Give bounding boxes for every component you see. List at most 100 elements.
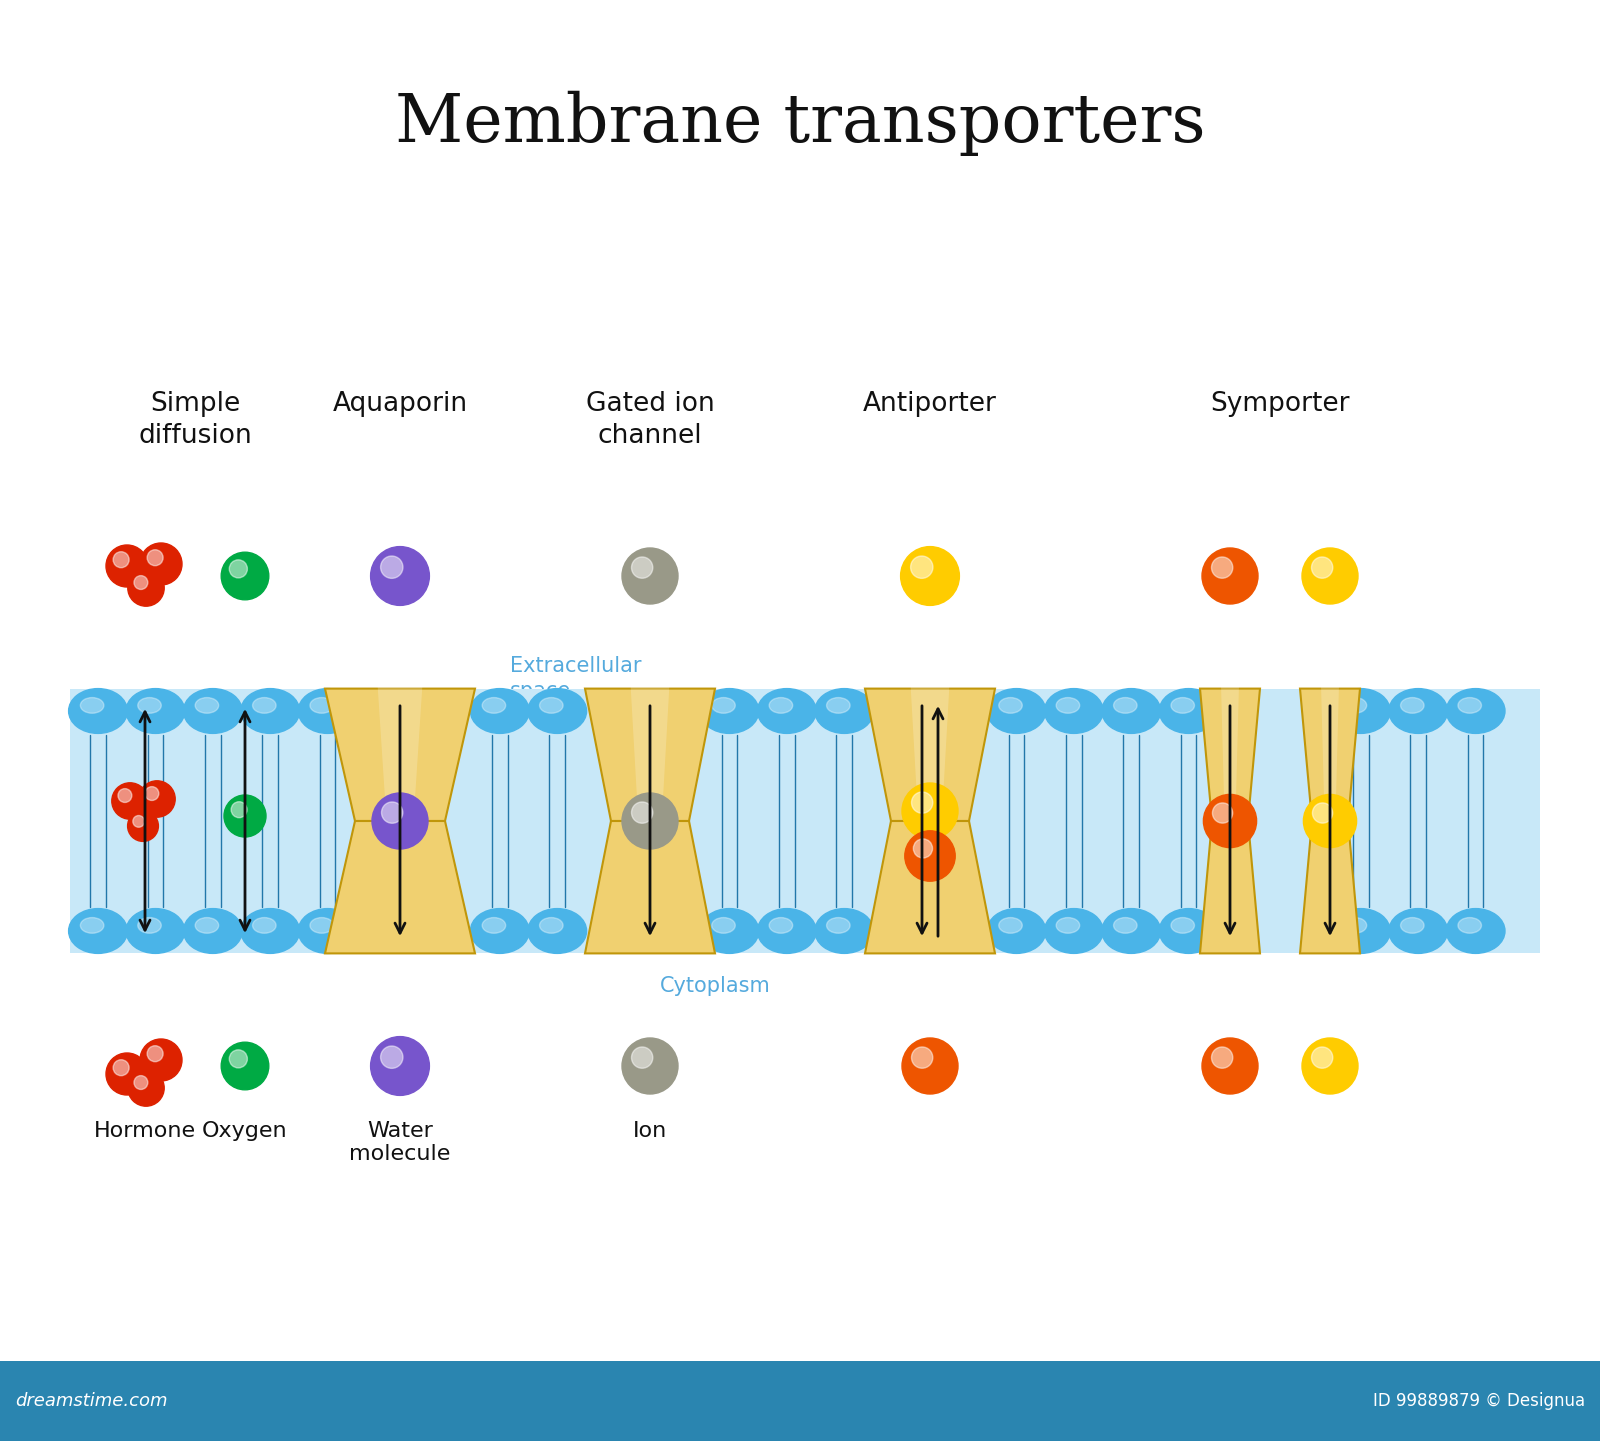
Circle shape (1302, 548, 1358, 604)
Circle shape (1304, 794, 1357, 847)
Circle shape (128, 1069, 165, 1107)
Polygon shape (1299, 821, 1360, 954)
Ellipse shape (1114, 697, 1138, 713)
Ellipse shape (998, 918, 1022, 934)
Ellipse shape (539, 697, 563, 713)
Ellipse shape (1446, 689, 1506, 733)
Ellipse shape (253, 697, 277, 713)
Ellipse shape (1389, 909, 1448, 954)
Ellipse shape (298, 689, 357, 733)
Circle shape (134, 1075, 147, 1089)
Ellipse shape (470, 909, 530, 954)
Polygon shape (586, 821, 715, 954)
Text: Symporter: Symporter (1210, 391, 1350, 416)
Circle shape (128, 811, 158, 842)
Text: Oxygen: Oxygen (202, 1121, 288, 1141)
Ellipse shape (482, 918, 506, 934)
Ellipse shape (69, 909, 128, 954)
Ellipse shape (184, 909, 242, 954)
Circle shape (902, 782, 958, 839)
Ellipse shape (528, 689, 587, 733)
Ellipse shape (1045, 689, 1102, 733)
Polygon shape (586, 689, 715, 821)
Circle shape (906, 831, 955, 882)
Text: dreamstime.com: dreamstime.com (14, 1392, 168, 1409)
Ellipse shape (195, 918, 219, 934)
Circle shape (381, 803, 403, 823)
Polygon shape (910, 683, 949, 821)
Circle shape (221, 552, 269, 599)
FancyBboxPatch shape (70, 689, 1539, 954)
Circle shape (221, 1042, 269, 1089)
Circle shape (622, 1038, 678, 1094)
Ellipse shape (1056, 697, 1080, 713)
Ellipse shape (1171, 697, 1195, 713)
Ellipse shape (987, 689, 1046, 733)
Circle shape (1302, 1038, 1358, 1094)
Text: Extracellular
space: Extracellular space (510, 656, 642, 700)
Polygon shape (1221, 683, 1238, 821)
Text: Simple
diffusion: Simple diffusion (138, 391, 251, 450)
Circle shape (1312, 558, 1333, 578)
Ellipse shape (1045, 909, 1102, 954)
Circle shape (1211, 1048, 1234, 1068)
Polygon shape (1299, 689, 1360, 821)
Ellipse shape (1446, 909, 1506, 954)
Ellipse shape (987, 909, 1046, 954)
Ellipse shape (80, 918, 104, 934)
Ellipse shape (195, 697, 219, 713)
Ellipse shape (699, 909, 758, 954)
Text: Membrane transporters: Membrane transporters (395, 91, 1205, 156)
Ellipse shape (757, 909, 816, 954)
Ellipse shape (1056, 918, 1080, 934)
Polygon shape (1322, 683, 1339, 821)
Ellipse shape (1389, 689, 1448, 733)
Circle shape (106, 1053, 147, 1095)
Circle shape (632, 558, 653, 578)
Circle shape (230, 801, 246, 817)
Circle shape (371, 1036, 429, 1095)
Circle shape (229, 559, 248, 578)
Ellipse shape (1114, 918, 1138, 934)
Polygon shape (325, 689, 475, 821)
Polygon shape (378, 683, 422, 821)
Ellipse shape (138, 918, 162, 934)
Circle shape (118, 788, 131, 803)
Text: Aquaporin: Aquaporin (333, 391, 467, 416)
Circle shape (139, 781, 176, 817)
Ellipse shape (770, 697, 792, 713)
Circle shape (1202, 1038, 1258, 1094)
Ellipse shape (539, 918, 563, 934)
Ellipse shape (827, 918, 850, 934)
Circle shape (1202, 548, 1258, 604)
Ellipse shape (310, 918, 333, 934)
Circle shape (902, 1038, 958, 1094)
Ellipse shape (528, 909, 587, 954)
Ellipse shape (1171, 918, 1195, 934)
Text: ID 99889879 © Designua: ID 99889879 © Designua (1373, 1392, 1586, 1409)
Bar (0, 1360, 1600, 1441)
Circle shape (371, 546, 429, 605)
Polygon shape (866, 821, 995, 954)
Ellipse shape (253, 918, 277, 934)
Ellipse shape (1331, 909, 1390, 954)
Text: Gated ion
channel: Gated ion channel (586, 391, 714, 450)
Ellipse shape (814, 689, 874, 733)
Ellipse shape (1342, 697, 1366, 713)
Ellipse shape (1342, 918, 1366, 934)
Circle shape (381, 1046, 403, 1068)
Circle shape (141, 1039, 182, 1081)
Circle shape (229, 1050, 248, 1068)
Ellipse shape (240, 689, 299, 733)
Polygon shape (630, 683, 669, 821)
Ellipse shape (310, 697, 333, 713)
Ellipse shape (712, 697, 736, 713)
Circle shape (112, 782, 149, 818)
Ellipse shape (126, 689, 184, 733)
Circle shape (910, 556, 933, 578)
Circle shape (901, 546, 960, 605)
Circle shape (912, 793, 933, 813)
Circle shape (914, 839, 933, 857)
Polygon shape (866, 689, 995, 821)
Polygon shape (1200, 689, 1261, 821)
